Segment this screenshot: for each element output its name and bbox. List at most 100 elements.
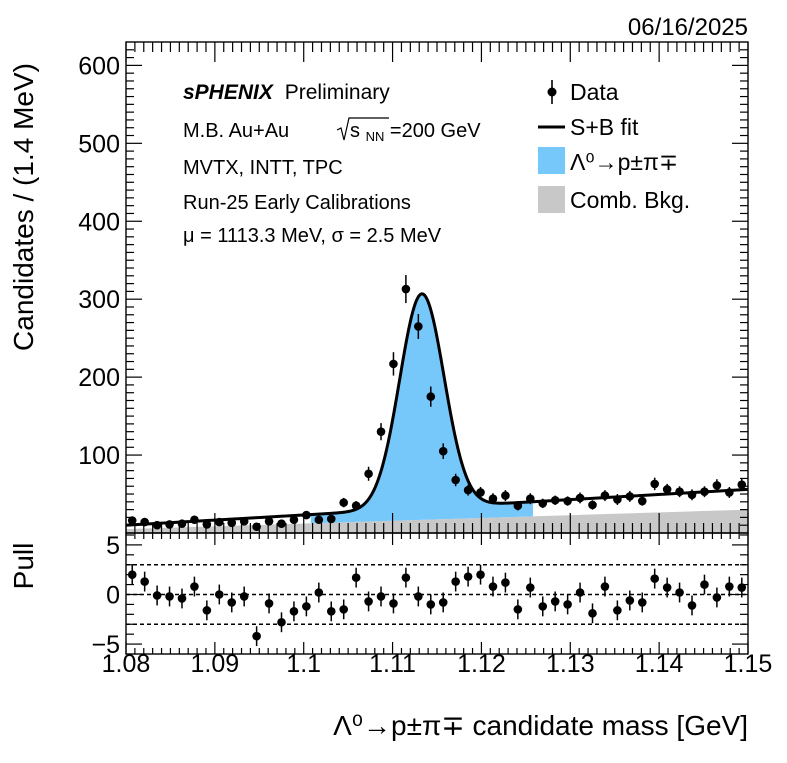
pull-marker [513, 605, 523, 614]
pull-point [550, 591, 560, 612]
pull-y-axis-label: Pull [8, 543, 39, 590]
data-marker [364, 469, 373, 479]
pull-point [376, 586, 386, 607]
data-marker [476, 488, 485, 497]
pull-marker [190, 582, 199, 591]
pull-marker [364, 597, 373, 606]
pull-marker [401, 573, 411, 582]
data-point [451, 473, 460, 487]
data-marker [165, 520, 174, 529]
legend-signal-label: Λ⁰→p±π∓ [570, 149, 678, 175]
pull-point [227, 592, 237, 613]
data-marker [376, 427, 386, 436]
pull-point [314, 582, 324, 603]
pull-point [190, 576, 199, 597]
pull-point [675, 582, 684, 603]
date-label: 06/16/2025 [628, 14, 748, 41]
pull-marker [488, 582, 498, 591]
pull-y-tick-label: −5 [91, 631, 120, 659]
pull-marker [264, 599, 274, 608]
pull-point [326, 601, 336, 622]
data-point [414, 313, 423, 339]
data-marker [227, 518, 237, 528]
data-point [662, 483, 672, 495]
data-point [712, 479, 722, 492]
pull-point [538, 596, 548, 617]
pull-marker [414, 592, 423, 601]
fit-params-label: μ = 1113.3 MeV, σ = 2.5 MeV [183, 225, 442, 247]
pull-marker [202, 606, 212, 615]
data-point [389, 352, 398, 376]
main-y-tick-label: 100 [78, 442, 120, 470]
data-point [600, 490, 610, 502]
data-point [588, 500, 597, 510]
data-marker [339, 498, 349, 507]
data-point [190, 515, 199, 525]
sqrt-s-subscript: NN [366, 129, 385, 144]
pull-point [177, 588, 187, 609]
data-point [227, 518, 237, 528]
legend-fit-label: S+B fit [570, 114, 639, 140]
legend-signal-swatch [538, 147, 565, 174]
data-marker [526, 494, 535, 504]
data-marker [140, 517, 149, 527]
pull-marker [438, 598, 448, 607]
pull-point [414, 586, 423, 607]
pull-frame [125, 532, 749, 655]
data-marker [401, 284, 411, 294]
data-point [687, 489, 697, 501]
pull-marker [389, 599, 398, 608]
legend: Data S+B fit Λ⁰→p±π∓ Comb. Bkg. [538, 79, 690, 213]
data-marker [650, 479, 659, 489]
pull-marker [712, 593, 722, 602]
pull-point [289, 601, 299, 622]
main-y-tick-label: 600 [78, 52, 120, 80]
data-point [127, 516, 137, 525]
annotations: sPHENIX Preliminary M.B. Au+Au s NN =200… [183, 81, 481, 247]
data-point [650, 477, 659, 491]
pull-marker [140, 577, 149, 586]
data-point [401, 275, 411, 304]
pull-marker [302, 602, 311, 611]
pull-marker [575, 588, 585, 597]
pull-marker [463, 572, 473, 581]
experiment-label: sPHENIX [183, 81, 275, 104]
pull-point [165, 586, 174, 607]
data-marker [202, 520, 212, 529]
pull-marker [700, 580, 709, 589]
pull-point [264, 593, 274, 614]
data-point [513, 501, 523, 511]
pull-point [463, 566, 473, 587]
data-point [675, 486, 684, 498]
pull-point [637, 592, 647, 613]
pull-point [650, 568, 659, 589]
data-point [463, 484, 473, 496]
pull-point [302, 596, 311, 617]
data-point [289, 515, 299, 525]
data-marker [190, 515, 199, 525]
sqrt-s-label: s [350, 120, 360, 142]
pull-point [700, 574, 709, 595]
data-marker [488, 494, 498, 504]
x-axis-label: Λ⁰→p±π∓ candidate mass [GeV] [333, 710, 748, 741]
data-marker [501, 491, 510, 500]
pull-point [575, 582, 585, 603]
data-marker [438, 446, 448, 456]
pull-marker [662, 583, 672, 592]
data-point [575, 492, 585, 504]
pull-marker [426, 600, 436, 609]
data-marker [550, 495, 560, 505]
pull-point [526, 577, 535, 598]
pull-point [712, 587, 722, 608]
data-marker [264, 517, 274, 526]
data-point [438, 443, 448, 459]
pull-marker [326, 607, 336, 616]
pull-y-tick-label: 0 [106, 581, 120, 609]
pull-point [625, 590, 635, 611]
main-y-tick-label: 400 [78, 208, 120, 236]
data-point [140, 517, 149, 527]
legend-bkg-swatch [538, 186, 565, 213]
pull-marker [501, 578, 510, 587]
data-point [277, 519, 286, 528]
data-point [351, 501, 361, 511]
